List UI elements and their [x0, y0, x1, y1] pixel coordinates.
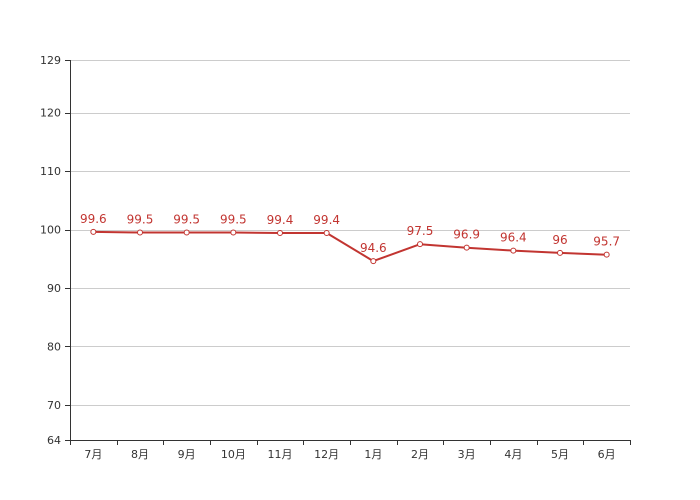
- data-label: 99.5: [220, 212, 247, 226]
- data-point: [137, 229, 143, 236]
- x-tick-label: 2月: [411, 448, 429, 461]
- y-tick-label: 70: [47, 399, 61, 412]
- y-tick-label: 64: [47, 434, 61, 447]
- data-label: 96: [552, 233, 567, 247]
- y-tick-label: 120: [40, 107, 61, 120]
- axes: [65, 60, 631, 445]
- data-label: 97.5: [407, 224, 434, 238]
- data-point: [370, 258, 377, 265]
- y-tick-label: 100: [40, 224, 61, 237]
- x-tick-label: 8月: [131, 448, 149, 461]
- x-tick-label: 10月: [221, 448, 246, 461]
- tick-labels: 64 70 80 90 100 110 120 129 7月 8月 9月 10月 11月 12月 1月 2月 3…: [40, 54, 616, 461]
- y-tick-label: 90: [47, 282, 61, 295]
- data-label: 99.5: [127, 212, 154, 226]
- data-point: [183, 229, 190, 236]
- y-tick-label: 110: [40, 165, 61, 178]
- series-line: [92, 230, 608, 263]
- x-tick-label: 4月: [504, 448, 522, 461]
- data-label: 96.9: [453, 228, 480, 242]
- data-point: [230, 229, 237, 236]
- data-point: [90, 228, 97, 235]
- data-label: 94.6: [360, 241, 387, 255]
- x-tick-label: 5月: [551, 448, 569, 461]
- data-point: [510, 247, 517, 254]
- x-tick-label: 9月: [178, 448, 196, 461]
- y-tick-label: 129: [40, 54, 61, 67]
- data-point: [277, 230, 283, 237]
- x-tick-label: 7月: [84, 448, 102, 461]
- x-tick-label: 1月: [364, 448, 382, 461]
- series-layer: [90, 228, 610, 265]
- data-point: [463, 244, 470, 251]
- x-tick-label: 11月: [268, 448, 293, 461]
- data-label: 99.4: [313, 213, 340, 227]
- data-label: 99.6: [80, 212, 107, 226]
- data-labels: 99.6 99.5 99.5 99.5 99.4 99.4 94.6 97.5 96.9 96.4…: [80, 212, 620, 255]
- data-point: [603, 251, 610, 258]
- x-tick-label: 3月: [458, 448, 476, 461]
- x-tick-label: 12月: [314, 448, 339, 461]
- data-label: 95.7: [593, 235, 620, 249]
- data-label: 99.5: [173, 212, 200, 226]
- data-point: [417, 241, 423, 248]
- x-tick-label: 6月: [598, 448, 616, 461]
- gridlines: [70, 60, 630, 406]
- y-tick-label: 80: [47, 340, 61, 353]
- data-label: 96.4: [500, 231, 527, 245]
- data-label: 99.4: [267, 213, 294, 227]
- data-point: [323, 230, 330, 237]
- data-point: [557, 249, 563, 256]
